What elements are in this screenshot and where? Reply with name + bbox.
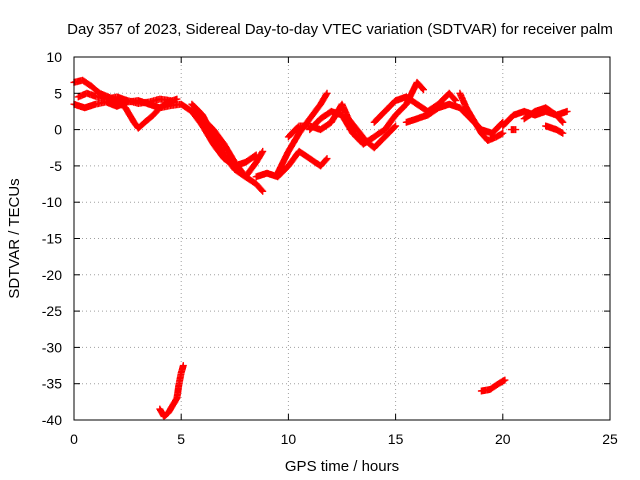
data-series-track-8 [284,100,400,152]
y-tick-label: -5 [50,158,63,174]
x-tick-label: 25 [602,431,618,447]
x-tick-label: 10 [281,431,297,447]
data-series-track-3 [74,89,174,107]
y-tick-label: -15 [42,231,62,247]
y-tick-label: -10 [42,194,62,210]
data-series-track-14 [520,104,567,126]
data-marks [70,97,267,195]
chart-title: Day 357 of 2023, Sidereal Day-to-day VTE… [67,21,613,38]
data-marks [156,362,187,420]
data-marks [74,89,174,107]
data-marks [520,104,567,126]
y-tick-label: -35 [42,376,62,392]
x-tick-label: 5 [177,431,185,447]
x-axis-title: GPS time / hours [285,458,399,475]
y-tick-label: -25 [42,303,62,319]
data-series-track-9 [306,78,427,148]
data-series-track-5 [188,107,260,170]
data-series-track-15 [542,122,567,137]
y-tick-label: -20 [42,267,62,283]
data-series-track-6 [252,147,331,181]
data-series-track-17 [477,376,509,395]
x-tick-label: 0 [70,431,78,447]
y-tick-label: -30 [42,339,62,355]
data-marks [188,107,260,170]
tick-layer: 10 5 0 -5 -10 -15 -20 -25 -30 -35 -40 0 5 10 15 20 25 [42,49,618,447]
data-marks [507,126,520,134]
y-tick-label: 10 [46,49,62,65]
y-tick-label: 0 [54,122,62,138]
data-marks [456,89,507,144]
y-axis-title: SDTVAR / TECUs [6,178,23,298]
data-marks [252,147,331,181]
data-marks [284,100,400,152]
data-series-track-18 [507,126,520,134]
data-series-track-10 [370,89,460,126]
data-series-track-4 [188,100,267,181]
data-layer [70,76,571,420]
data-marks [306,78,427,148]
data-marks [188,100,267,181]
x-tick-label: 15 [388,431,404,447]
data-marks [370,89,460,126]
x-tick-label: 20 [495,431,511,447]
data-series-track-16 [156,362,187,420]
y-tick-label: -40 [42,412,62,428]
data-series-track-1 [70,97,267,195]
data-marks [542,122,567,137]
data-series-track-12 [456,89,507,144]
y-tick-label: 5 [54,85,62,101]
data-marks [477,376,509,395]
